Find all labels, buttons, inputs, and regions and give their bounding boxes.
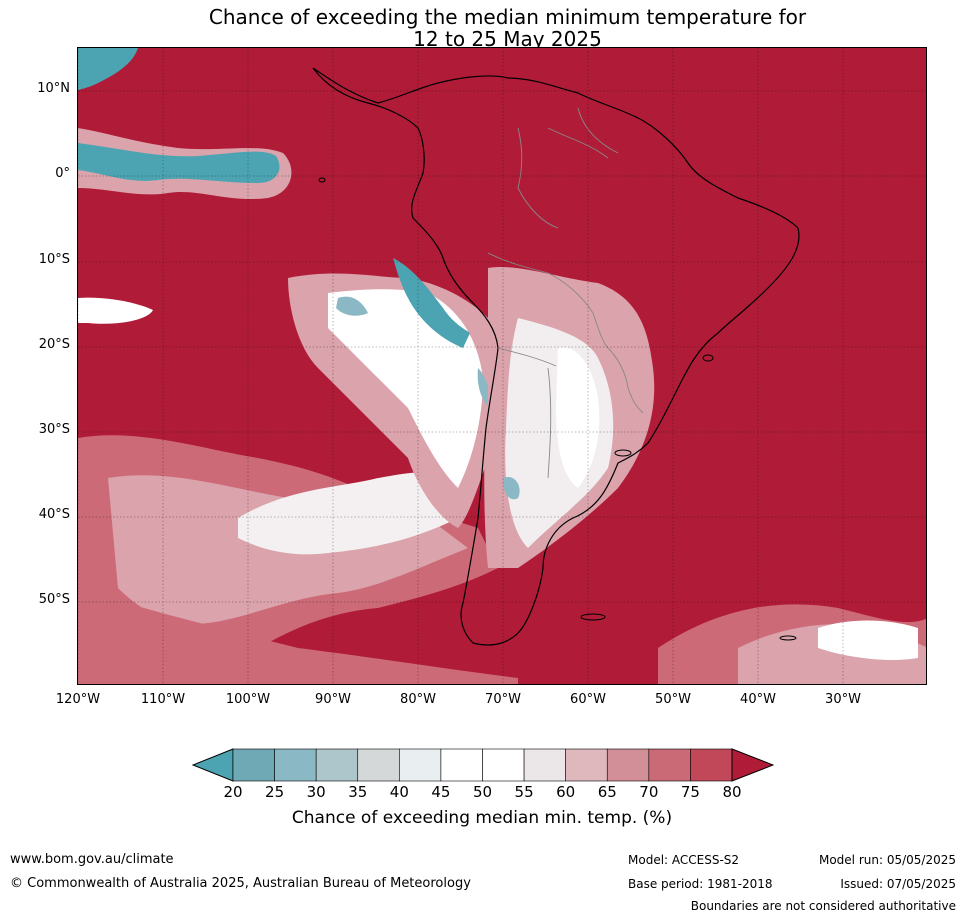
northwest-blue	[78, 48, 138, 90]
base-period: Base period: 1981-2018	[628, 877, 773, 891]
colorbar-tick-label: 65	[597, 783, 617, 801]
falkland-islands	[580, 613, 606, 621]
lon-label-120w: 120°W	[55, 692, 101, 707]
south-georgia	[779, 635, 797, 641]
map-title-line2: 12 to 25 May 2025	[413, 27, 602, 51]
chile-blue-patch	[477, 368, 491, 408]
model-name: Model: ACCESS-S2	[628, 853, 740, 867]
colorbar	[192, 748, 774, 782]
lat-label-10n: 10°N	[37, 81, 70, 96]
colorbar-bin	[357, 748, 400, 782]
lon-label-80w: 80°W	[400, 692, 436, 707]
lon-label-60w: 60°W	[570, 692, 606, 707]
colorbar-bin	[274, 748, 317, 782]
website-link[interactable]: www.bom.gov.au/climate	[10, 852, 174, 867]
river-plate	[614, 449, 632, 457]
colorbar-bin	[648, 748, 691, 782]
argentina-blue-patch	[502, 477, 520, 500]
lon-label-30w: 30°W	[825, 692, 861, 707]
country-borders	[487, 107, 644, 479]
colorbar-tick-label: 55	[514, 783, 534, 801]
colorbar-tick-label: 25	[265, 783, 285, 801]
lat-label-10s: 10°S	[38, 252, 70, 267]
lat-label-0: 0°	[55, 166, 70, 181]
map-title-line1: Chance of exceeding the median minimum t…	[208, 5, 807, 29]
colorbar-tick-label: 60	[556, 783, 576, 801]
lat-label-50s: 50°S	[38, 592, 70, 607]
lat-label-20s: 20°S	[38, 337, 70, 352]
lon-label-100w: 100°W	[225, 692, 271, 707]
colorbar-bin	[690, 748, 733, 782]
colorbar-arrow-high	[731, 748, 774, 782]
boundaries-disclaimer: Boundaries are not considered authoritat…	[690, 899, 956, 913]
colorbar-bin	[232, 748, 275, 782]
peru-plume-white	[328, 289, 483, 488]
colorbar-tick-label: 50	[472, 783, 493, 801]
lon-label-70w: 70°W	[485, 692, 521, 707]
argentina-field-bright	[556, 347, 600, 488]
south-america-outline	[312, 67, 800, 646]
probability-map	[78, 48, 926, 684]
colorbar-tick-label: 70	[639, 783, 659, 801]
colorbar-tick-label: 80	[722, 783, 742, 801]
colorbar-tick-label: 45	[431, 783, 451, 801]
east-pacific-white-patch	[78, 297, 153, 324]
galapagos	[318, 177, 326, 183]
island-1	[702, 354, 714, 362]
model-run-date: Model run: 05/05/2025	[818, 853, 956, 867]
colorbar-tick-label: 35	[348, 783, 368, 801]
lat-label-30s: 30°S	[38, 422, 70, 437]
graticule	[78, 48, 926, 684]
equatorial-blue	[78, 143, 280, 183]
lat-label-40s: 40°S	[38, 507, 70, 522]
southern-belt-white	[238, 472, 458, 555]
lon-label-40w: 40°W	[740, 692, 776, 707]
peru-plume-blue	[393, 258, 470, 348]
southern-belt-far-south	[78, 588, 518, 684]
peru-plume-blue2	[336, 296, 368, 316]
map-panel	[77, 47, 927, 685]
lon-label-110w: 110°W	[140, 692, 186, 707]
colorbar-tick-label: 75	[680, 783, 700, 801]
colorbar-bin	[565, 748, 608, 782]
colorbar-bin	[399, 748, 442, 782]
colorbar-tick-label: 20	[223, 783, 243, 801]
colorbar-label: Chance of exceeding median min. temp. (%…	[291, 808, 673, 828]
colorbar-tick-label: 30	[306, 783, 326, 801]
colorbar-bin	[482, 748, 525, 782]
colorbar-arrow-low	[192, 748, 234, 782]
colorbar-bin	[606, 748, 650, 782]
lon-label-50w: 50°W	[655, 692, 691, 707]
colorbar-bin	[315, 748, 359, 782]
colorbar-bin	[440, 748, 483, 782]
colorbar-tick-label: 40	[389, 783, 409, 801]
copyright-text: © Commonwealth of Australia 2025, Austra…	[10, 876, 471, 891]
colorbar-bin	[523, 748, 566, 782]
issued-date: Issued: 07/05/2025	[840, 877, 956, 891]
lon-label-90w: 90°W	[315, 692, 351, 707]
